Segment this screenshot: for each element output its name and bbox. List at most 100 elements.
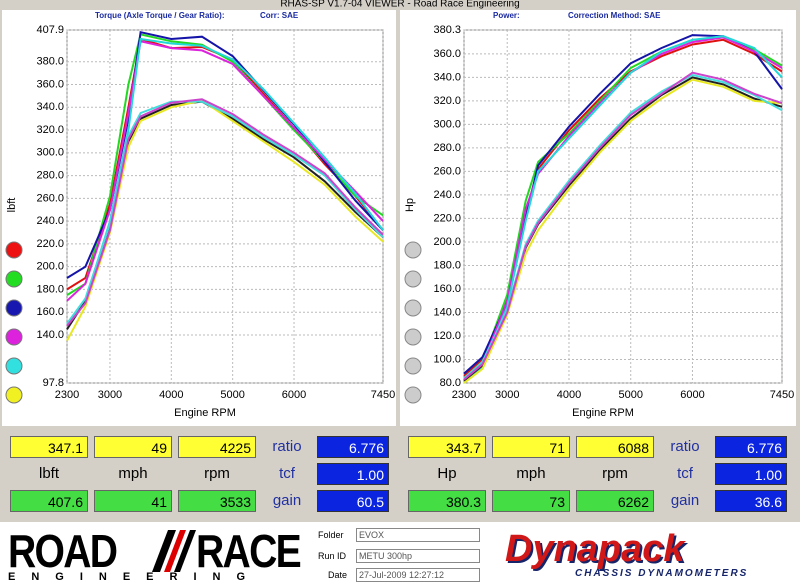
y-tick-label: 100.0: [433, 353, 461, 365]
run-selector[interactable]: [404, 299, 422, 317]
y-tick-label: 300.0: [36, 147, 64, 159]
y-tick-label: 80.0: [440, 377, 461, 389]
app-title: RHAS-SP V1.7-04 VIEWER - Road Race Engin…: [280, 0, 519, 10]
y-tick-label: 97.8: [43, 377, 64, 389]
run-selector[interactable]: [404, 270, 422, 288]
y-tick-label: 160.0: [36, 306, 64, 318]
series-line: [66, 37, 384, 291]
series-line: [463, 71, 783, 381]
series-line: [66, 98, 384, 327]
run-selector[interactable]: [5, 270, 23, 288]
factor-value: 6.776: [715, 436, 787, 458]
y-tick-label: 280.0: [36, 170, 64, 182]
date-label: Date: [328, 570, 348, 580]
x-tick-label: 5000: [220, 389, 244, 401]
chart-title: Power:: [493, 11, 520, 20]
y-tick-label: 240.0: [36, 215, 64, 227]
y-axis-label: lbft: [6, 198, 18, 213]
run-selector[interactable]: [5, 328, 23, 346]
factor-label: tcf: [677, 465, 693, 482]
readout-unit: lbft: [38, 465, 59, 482]
y-tick-label: 280.0: [433, 142, 461, 154]
factor-value: 1.00: [715, 463, 787, 485]
y-tick-label: 260.0: [36, 192, 64, 204]
factor-label: tcf: [279, 465, 295, 482]
brand: Dynapack: [505, 528, 685, 570]
run-field: METU 300hp: [356, 549, 480, 563]
y-tick-label: 140.0: [36, 329, 64, 341]
run-selector[interactable]: [5, 386, 23, 404]
y-tick-label: 360.0: [433, 48, 461, 60]
run-selector[interactable]: [404, 328, 422, 346]
chart-area: RHAS-SP V1.7-04 VIEWER - Road Race Engin…: [2, 0, 796, 426]
readout-value: 407.6: [10, 490, 88, 512]
x-tick-label: 2300: [452, 389, 476, 401]
date-field: 27-Jul-2009 12:27:12: [356, 568, 480, 582]
series-line: [66, 40, 384, 302]
run-selector[interactable]: [404, 241, 422, 259]
y-tick-label: 180.0: [433, 259, 461, 271]
logo-sub: ENGINEERING: [8, 571, 262, 583]
factor-value: 36.6: [715, 490, 787, 512]
readout-value: 380.3: [408, 490, 486, 512]
y-tick-label: 260.0: [433, 165, 461, 177]
chart-subtitle: Corr: SAE: [260, 11, 299, 20]
x-tick-label: 7450: [770, 389, 794, 401]
readout-unit: rpm: [204, 465, 230, 482]
factor-value: 60.5: [317, 490, 389, 512]
readout-value: 4225: [178, 436, 256, 458]
y-tick-label: 320.0: [36, 124, 64, 136]
brand-sub: CHASSIS DYNAMOMETERS: [575, 568, 749, 579]
readout-value: 73: [492, 490, 570, 512]
readout-unit: Hp: [437, 465, 457, 482]
footer: ROAD RACE ENGINEERING Folder EVOX Run ID…: [0, 522, 800, 585]
run-selector[interactable]: [404, 357, 422, 375]
folder-field: EVOX: [356, 528, 480, 542]
series-line: [463, 36, 783, 382]
run-selector[interactable]: [404, 386, 422, 404]
y-tick-label: 120.0: [433, 330, 461, 342]
x-tick-label: 6000: [680, 389, 704, 401]
y-tick-label: 360.0: [36, 78, 64, 90]
folder-label: Folder: [318, 530, 344, 540]
run-selector[interactable]: [5, 357, 23, 375]
y-tick-label: 200.0: [36, 261, 64, 273]
y-tick-label: 200.0: [433, 236, 461, 248]
factor-label: ratio: [670, 438, 700, 455]
run-selector[interactable]: [5, 241, 23, 259]
readout-unit: mph: [516, 465, 546, 482]
readout-value: 343.7: [408, 436, 486, 458]
x-tick-label: 6000: [282, 389, 306, 401]
y-tick-label: 180.0: [36, 283, 64, 295]
chart-subtitle: Correction Method: SAE: [568, 11, 661, 20]
factor-label: gain: [670, 492, 700, 509]
x-axis-label: Engine RPM: [572, 407, 634, 419]
factor-value: 6.776: [317, 436, 389, 458]
run-selector[interactable]: [5, 299, 23, 317]
readout-unit: rpm: [602, 465, 628, 482]
y-tick-label: 340.0: [36, 101, 64, 113]
y-tick-label: 320.0: [433, 95, 461, 107]
y-tick-label: 160.0: [433, 283, 461, 295]
x-tick-label: 3000: [98, 389, 122, 401]
readout-value: 6088: [576, 436, 654, 458]
x-tick-label: 7450: [371, 389, 395, 401]
series-line: [66, 100, 384, 325]
x-tick-label: 3000: [495, 389, 519, 401]
logo-race: RACE: [196, 525, 302, 577]
y-tick-label: 407.9: [36, 24, 64, 36]
readout-value: 71: [492, 436, 570, 458]
chart-title: Torque (Axle Torque / Gear Ratio):: [95, 11, 225, 20]
x-axis-label: Engine RPM: [174, 407, 236, 419]
logo-road: ROAD: [8, 525, 118, 577]
readout-value: 3533: [178, 490, 256, 512]
plot-area: [463, 29, 783, 384]
x-tick-label: 2300: [55, 389, 79, 401]
run-label: Run ID: [318, 551, 347, 561]
y-tick-label: 380.3: [433, 24, 461, 36]
readout-value: 49: [94, 436, 172, 458]
x-tick-label: 4000: [557, 389, 581, 401]
x-tick-label: 4000: [159, 389, 183, 401]
y-tick-label: 220.0: [36, 238, 64, 250]
